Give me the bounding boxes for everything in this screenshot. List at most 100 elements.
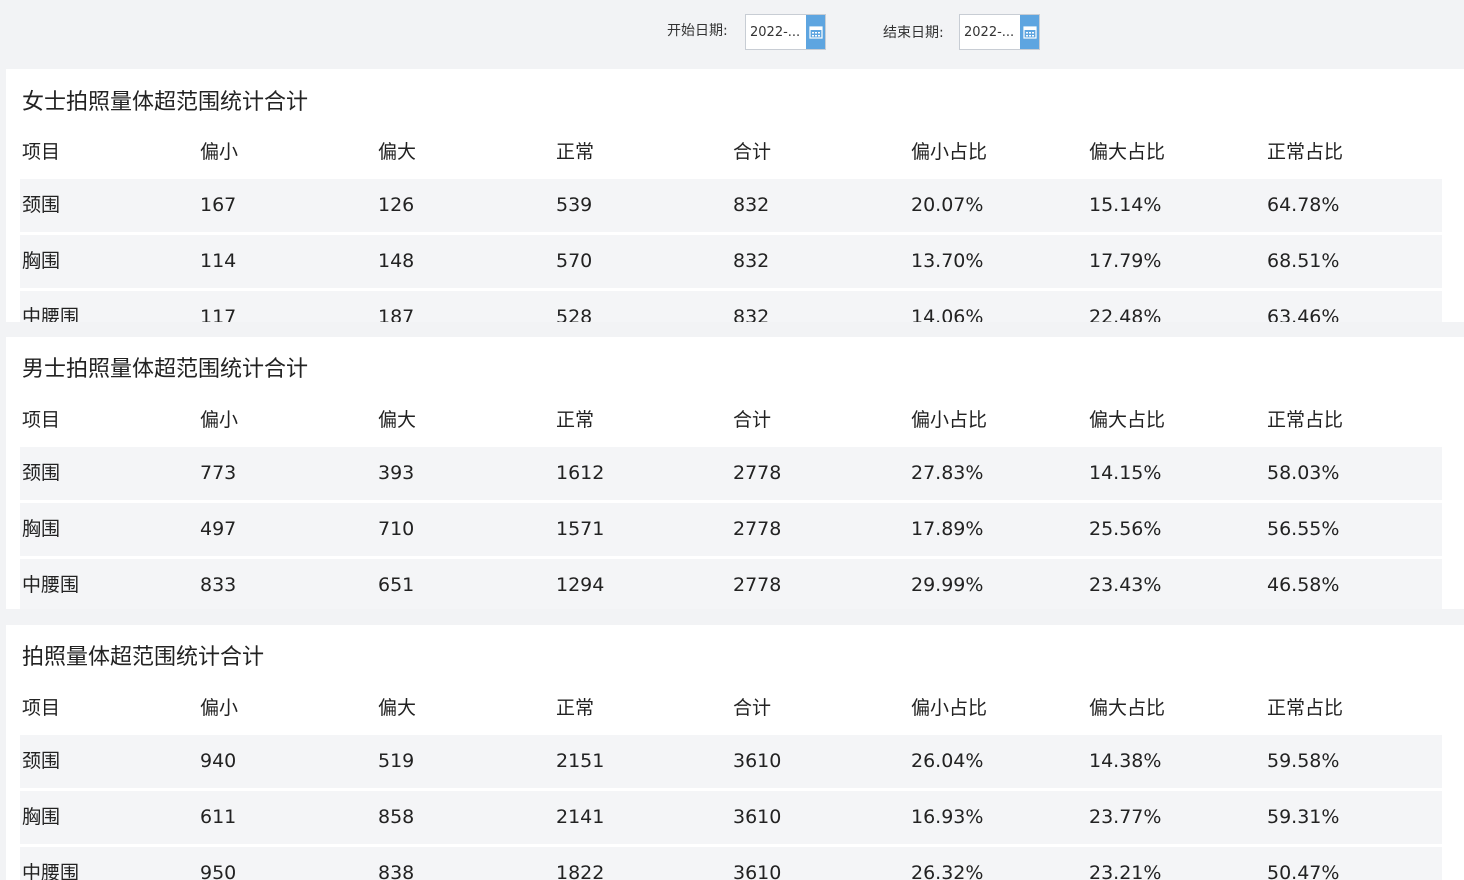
table-cell: 胸围	[22, 250, 61, 272]
table-cell: 114	[200, 250, 237, 272]
column-header: 偏大占比	[1089, 141, 1166, 163]
table-cell: 20.07%	[911, 194, 984, 216]
table-cell: 14.06%	[911, 306, 984, 322]
table-cell: 50.47%	[1267, 862, 1340, 880]
table-cell: 187	[378, 306, 415, 322]
table-cell: 中腰围	[22, 862, 80, 880]
column-header: 正常占比	[1267, 409, 1344, 431]
table-row: 颈围 167 126 539 832 20.07% 15.14% 64.78%	[20, 179, 1442, 232]
table-cell: 611	[200, 806, 237, 828]
end-date-picker[interactable]	[959, 14, 1040, 50]
table-header-row: 项目 偏小 偏大 正常 合计 偏小占比 偏大占比 正常占比	[20, 126, 1442, 179]
table-cell: 2778	[733, 574, 782, 596]
column-header: 正常占比	[1267, 141, 1344, 163]
table-cell: 833	[200, 574, 237, 596]
column-header: 正常	[556, 409, 595, 431]
table-cell: 3610	[733, 750, 782, 772]
table-cell: 23.77%	[1089, 806, 1162, 828]
table-cell: 519	[378, 750, 415, 772]
table-cell: 17.89%	[911, 518, 984, 540]
women-stats-panel: 女士拍照量体超范围统计合计 项目 偏小 偏大 正常 合计 偏小占比 偏大占比 正…	[6, 69, 1464, 322]
table-cell: 颈围	[22, 462, 61, 484]
table-cell: 126	[378, 194, 415, 216]
table-cell: 胸围	[22, 518, 61, 540]
column-header: 偏大	[378, 141, 417, 163]
table-cell: 胸围	[22, 806, 61, 828]
column-header: 合计	[733, 697, 772, 719]
table-cell: 570	[556, 250, 593, 272]
total-stats-panel: 拍照量体超范围统计合计 项目 偏小 偏大 正常 合计 偏小占比 偏大占比 正常占…	[6, 625, 1464, 880]
table-cell: 59.31%	[1267, 806, 1340, 828]
table-cell: 14.38%	[1089, 750, 1162, 772]
column-header: 项目	[22, 697, 61, 719]
table-cell: 1571	[556, 518, 605, 540]
column-header: 偏大	[378, 697, 417, 719]
column-header: 偏小	[200, 409, 239, 431]
start-date-label: 开始日期:	[667, 23, 728, 39]
panel-title: 男士拍照量体超范围统计合计	[22, 357, 309, 382]
table-row: 胸围 611 858 2141 3610 16.93% 23.77% 59.31…	[20, 791, 1442, 844]
table-cell: 23.21%	[1089, 862, 1162, 880]
column-header: 偏小	[200, 697, 239, 719]
panel-title: 女士拍照量体超范围统计合计	[22, 90, 309, 115]
column-header: 偏大	[378, 409, 417, 431]
column-header: 偏小占比	[911, 141, 988, 163]
column-header: 正常	[556, 141, 595, 163]
table-cell: 167	[200, 194, 237, 216]
table-cell: 832	[733, 250, 770, 272]
table-cell: 2141	[556, 806, 605, 828]
column-header: 偏大占比	[1089, 697, 1166, 719]
table-cell: 63.46%	[1267, 306, 1340, 322]
table-row: 颈围 940 519 2151 3610 26.04% 14.38% 59.58…	[20, 735, 1442, 788]
table-row: 中腰围 833 651 1294 2778 29.99% 23.43% 46.5…	[20, 559, 1442, 609]
table-cell: 颈围	[22, 194, 61, 216]
end-date-input[interactable]	[960, 15, 1020, 49]
table-cell: 15.14%	[1089, 194, 1162, 216]
table-cell: 17.79%	[1089, 250, 1162, 272]
table-cell: 1822	[556, 862, 605, 880]
table-cell: 651	[378, 574, 415, 596]
table-cell: 26.04%	[911, 750, 984, 772]
table-cell: 528	[556, 306, 593, 322]
table-cell: 393	[378, 462, 415, 484]
table-cell: 59.58%	[1267, 750, 1340, 772]
table-row: 胸围 497 710 1571 2778 17.89% 25.56% 56.55…	[20, 503, 1442, 556]
table-row: 中腰围 950 838 1822 3610 26.32% 23.21% 50.4…	[20, 847, 1442, 880]
table-cell: 27.83%	[911, 462, 984, 484]
table-cell: 710	[378, 518, 415, 540]
table-cell: 1294	[556, 574, 605, 596]
column-header: 偏小占比	[911, 409, 988, 431]
calendar-icon	[808, 26, 823, 39]
table-cell: 25.56%	[1089, 518, 1162, 540]
table-cell: 22.48%	[1089, 306, 1162, 322]
column-header: 合计	[733, 409, 772, 431]
table-cell: 58.03%	[1267, 462, 1340, 484]
table-cell: 950	[200, 862, 237, 880]
table-cell: 中腰围	[22, 574, 80, 596]
table-cell: 3610	[733, 862, 782, 880]
end-date-calendar-button[interactable]	[1020, 15, 1039, 49]
table-cell: 68.51%	[1267, 250, 1340, 272]
table-cell: 832	[733, 306, 770, 322]
table-cell: 832	[733, 194, 770, 216]
start-date-calendar-button[interactable]	[806, 15, 825, 49]
table-cell: 1612	[556, 462, 605, 484]
table-header-row: 项目 偏小 偏大 正常 合计 偏小占比 偏大占比 正常占比	[20, 682, 1442, 735]
table-cell: 858	[378, 806, 415, 828]
date-filter-bar: 开始日期: 结束日期:	[0, 0, 1464, 68]
table-cell: 773	[200, 462, 237, 484]
column-header: 项目	[22, 141, 61, 163]
table-cell: 117	[200, 306, 237, 322]
table-cell: 13.70%	[911, 250, 984, 272]
table-cell: 46.58%	[1267, 574, 1340, 596]
column-header: 项目	[22, 409, 61, 431]
start-date-input[interactable]	[746, 15, 806, 49]
table-row: 中腰围 117 187 528 832 14.06% 22.48% 63.46%	[20, 291, 1442, 322]
table-cell: 14.15%	[1089, 462, 1162, 484]
start-date-picker[interactable]	[745, 14, 826, 50]
column-header: 正常占比	[1267, 697, 1344, 719]
column-header: 偏小	[200, 141, 239, 163]
table-cell: 3610	[733, 806, 782, 828]
end-date-label: 结束日期:	[883, 25, 944, 41]
table-cell: 2778	[733, 518, 782, 540]
